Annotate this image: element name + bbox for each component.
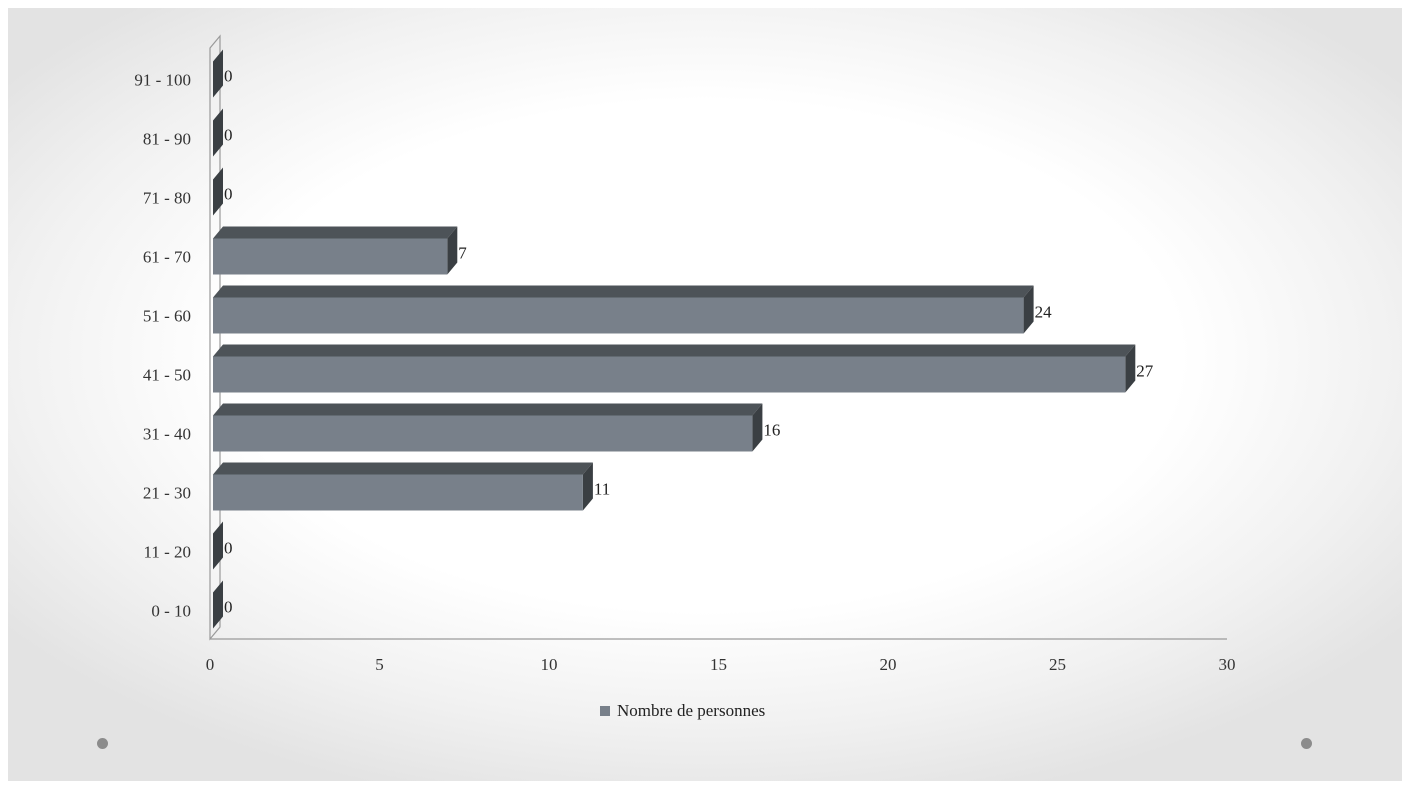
legend-swatch <box>600 706 610 716</box>
category-label: 0 - 10 <box>151 602 191 621</box>
bar <box>213 356 1126 393</box>
data-label: 11 <box>594 480 610 499</box>
data-label: 0 <box>224 126 233 145</box>
chart-axes <box>209 34 1227 641</box>
bar-side <box>447 226 458 275</box>
legend-label: Nombre de personnes <box>617 701 765 720</box>
category-label: 81 - 90 <box>143 130 191 149</box>
bar-zero <box>213 521 223 570</box>
data-label: 0 <box>224 185 233 204</box>
decor-dot-right <box>1301 738 1312 749</box>
category-label: 21 - 30 <box>143 484 191 503</box>
x-tick-label: 0 <box>206 655 215 674</box>
bar-side <box>1125 344 1136 393</box>
data-label: 27 <box>1136 362 1154 381</box>
bar <box>213 238 448 275</box>
data-label: 24 <box>1035 303 1053 322</box>
data-label: 16 <box>763 421 780 440</box>
bar-top <box>213 285 1034 298</box>
category-label: 41 - 50 <box>143 366 191 385</box>
category-label: 51 - 60 <box>143 307 191 326</box>
bar-top <box>213 462 593 475</box>
bar-top <box>213 344 1136 357</box>
data-label: 0 <box>224 67 233 86</box>
x-tick-label: 30 <box>1219 655 1236 674</box>
decor-dot-left <box>97 738 108 749</box>
x-tick-label: 25 <box>1049 655 1066 674</box>
bar-chart: 0 - 10 11 - 20 21 - 30 31 - 40 41 - 50 51 - 6… <box>134 34 1236 720</box>
chart-bars <box>213 49 1136 629</box>
bar <box>213 415 753 452</box>
bar-zero <box>213 167 223 216</box>
bar <box>213 297 1024 334</box>
bar <box>213 474 583 511</box>
category-label: 11 - 20 <box>143 543 191 562</box>
bar-top <box>213 403 763 416</box>
bar-zero <box>213 49 223 98</box>
bar-zero <box>213 580 223 629</box>
bar-top <box>213 226 458 239</box>
category-label: 71 - 80 <box>143 189 191 208</box>
x-tick-label: 10 <box>541 655 558 674</box>
bar-zero <box>213 108 223 157</box>
slide-background: 0 - 10 11 - 20 21 - 30 31 - 40 41 - 50 51 - 6… <box>8 8 1402 781</box>
x-tick-label: 5 <box>375 655 384 674</box>
bar-side <box>1023 285 1034 334</box>
legend: Nombre de personnes <box>600 701 765 720</box>
x-tick-labels: 0 5 10 15 20 25 30 <box>206 655 1236 674</box>
data-label: 0 <box>224 598 233 617</box>
data-label: 0 <box>224 539 233 558</box>
bar-side <box>752 403 763 452</box>
category-label: 61 - 70 <box>143 248 191 267</box>
data-labels: 0 0 11 16 27 24 7 0 0 0 <box>224 67 1154 617</box>
bar-side <box>582 462 593 511</box>
category-label: 31 - 40 <box>143 425 191 444</box>
category-label: 91 - 100 <box>134 71 191 90</box>
x-tick-label: 15 <box>710 655 727 674</box>
chart-side-wall <box>209 34 221 641</box>
category-labels: 0 - 10 11 - 20 21 - 30 31 - 40 41 - 50 51 - 6… <box>134 71 191 621</box>
data-label: 7 <box>458 244 467 263</box>
x-tick-label: 20 <box>880 655 897 674</box>
